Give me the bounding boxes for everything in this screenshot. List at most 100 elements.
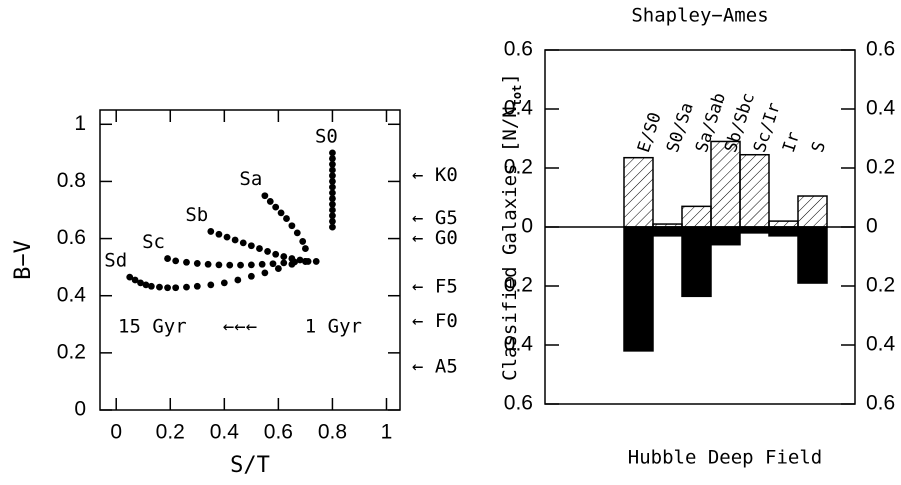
y-tick-label: 0.4 <box>504 97 534 120</box>
track-point <box>269 260 277 268</box>
track-point <box>329 189 336 197</box>
bar <box>768 220 799 228</box>
track-point <box>226 261 234 269</box>
y2-tick-label: 0.2 <box>866 274 895 297</box>
track-point <box>312 258 320 265</box>
track-point <box>193 260 201 267</box>
spectral-type: ← K0 <box>412 164 458 186</box>
age-annotation: 15 Gyr <box>118 316 187 338</box>
bar <box>710 140 741 228</box>
track-point <box>247 242 255 250</box>
track-point <box>299 238 307 245</box>
track-label: Sb <box>185 204 208 226</box>
track-point <box>231 236 239 244</box>
age-annotation: 1 Gyr <box>305 316 362 338</box>
track-point <box>329 160 336 168</box>
track-point <box>329 155 336 162</box>
track-point <box>131 276 139 284</box>
y2-tick-label: 0.2 <box>866 156 895 179</box>
track-point <box>288 255 296 262</box>
track-point <box>277 209 285 217</box>
y-tick-label: 0 <box>521 215 533 238</box>
track-point <box>266 198 274 205</box>
category-label: S <box>808 139 830 155</box>
track-point <box>183 258 190 266</box>
track-point <box>258 260 266 268</box>
y2-tick-label: 0 <box>866 215 878 238</box>
track-point <box>329 149 336 157</box>
track-point <box>183 283 190 291</box>
track-point <box>156 283 163 291</box>
track-label: Sc <box>142 231 165 253</box>
bar <box>797 226 828 284</box>
category-label: Ir <box>779 129 804 155</box>
category-label: E/S0 <box>634 110 666 155</box>
track-point <box>207 281 215 289</box>
track-point <box>283 215 290 222</box>
track-point <box>142 281 150 289</box>
bar <box>623 156 654 228</box>
left-frame <box>99 109 401 411</box>
track-point <box>207 228 215 235</box>
x-tick-label: 0.8 <box>318 421 347 444</box>
bar <box>681 205 712 228</box>
track-point <box>172 257 180 265</box>
y-tick-label: 0.2 <box>504 156 533 179</box>
bar <box>681 226 712 298</box>
track-point <box>272 203 280 211</box>
track-point <box>137 279 144 287</box>
bar <box>739 226 770 234</box>
bar <box>710 226 741 246</box>
track-point <box>288 222 296 230</box>
spectral-type: ← F0 <box>412 310 458 332</box>
track-point <box>261 269 269 277</box>
track-point <box>147 282 155 290</box>
track-point <box>223 233 231 241</box>
track-point <box>247 261 255 269</box>
y-tick-label: 0.2 <box>504 274 533 297</box>
bar <box>652 226 683 237</box>
track-point <box>280 253 288 260</box>
track-point <box>329 206 336 214</box>
spectral-type: ← G5 <box>412 207 458 229</box>
track-point <box>329 195 336 202</box>
chart-title: Shapley−Ames <box>631 5 768 27</box>
track-point <box>261 192 269 200</box>
age-annotation: ←←← <box>223 316 257 338</box>
track-point <box>329 166 336 174</box>
y2-tick-label: 0.6 <box>866 38 895 61</box>
spectral-type: ← G0 <box>412 227 458 249</box>
y2-tick-label: 0.4 <box>866 333 896 356</box>
track-point <box>237 261 244 269</box>
x-tick-label: 0.6 <box>264 421 293 444</box>
x-tick-label: 1 <box>381 421 393 444</box>
y-tick-label: 0 <box>74 398 86 421</box>
bar <box>623 226 654 352</box>
y-tick-label: 0.8 <box>57 169 86 192</box>
track-point <box>247 272 255 280</box>
y-tick-label: 0.4 <box>57 283 87 306</box>
spectral-type: ← A5 <box>412 356 458 378</box>
track-point <box>293 229 301 237</box>
track-point <box>296 256 304 264</box>
track-point <box>193 282 201 290</box>
track-label: Sd <box>104 250 127 272</box>
track-point <box>164 284 171 292</box>
track-point <box>329 212 336 220</box>
spectral-type: ← F5 <box>412 276 458 298</box>
y-tick-label: 0.2 <box>57 340 86 363</box>
track-point <box>280 259 288 267</box>
track-point <box>329 183 336 191</box>
x-tick-label: 0.2 <box>156 421 185 444</box>
track-point <box>239 239 247 247</box>
y-tick-label: 0.6 <box>57 226 86 249</box>
y-axis-label: B−V <box>11 240 36 280</box>
x-axis-label: Hubble Deep Field <box>628 447 822 469</box>
track-point <box>126 273 134 281</box>
track-point <box>329 218 336 225</box>
track-point <box>204 260 212 268</box>
y-tick-label: 0.6 <box>504 392 533 415</box>
y2-tick-label: 0.6 <box>866 392 895 415</box>
y-axis-label-part: Classified Galaxies [N/N <box>499 106 521 381</box>
